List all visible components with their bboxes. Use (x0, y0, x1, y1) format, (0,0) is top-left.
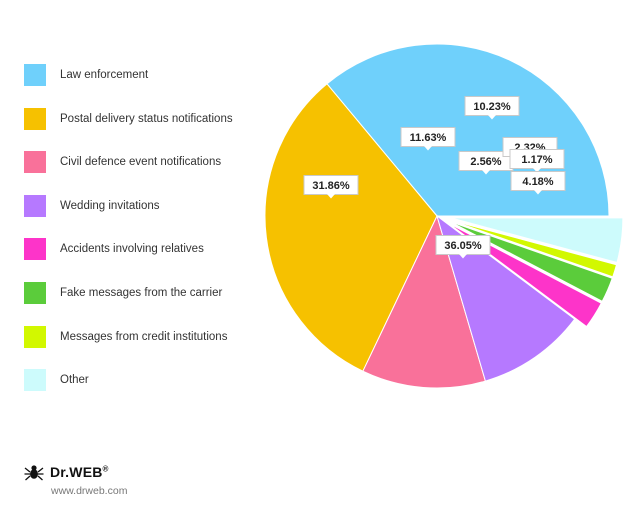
value-label: 31.86% (312, 180, 350, 192)
brand-name: Dr.WEB® (50, 464, 109, 480)
pie-slice (436, 214, 576, 382)
pie-slice (450, 219, 618, 278)
legend-item: Wedding invitations (24, 194, 233, 217)
chart-legend: Law enforcement Postal delivery status no… (24, 64, 233, 413)
value-callout-pointer (327, 194, 335, 199)
value-label: 2.56% (470, 156, 501, 168)
value-callout-pointer (533, 168, 541, 173)
value-label: 11.63% (410, 132, 447, 144)
value-label: 4.18% (522, 176, 553, 188)
legend-label: Messages from credit institutions (60, 330, 228, 343)
legend-swatch (24, 107, 46, 130)
pie-slice (362, 214, 487, 389)
value-label: 1.17% (521, 154, 552, 166)
value-callout-pointer (459, 254, 467, 259)
value-callout: 31.86% (303, 175, 359, 199)
legend-label: Civil defence event notifications (60, 156, 222, 169)
legend-label: Postal delivery status notifications (60, 112, 233, 125)
value-callout-pointer (424, 146, 432, 151)
brand-block: Dr.WEB® www.drweb.com (24, 463, 127, 497)
legend-swatch (24, 281, 46, 304)
value-label: 36.05% (444, 240, 482, 252)
legend-item: Accidents involving relatives (24, 238, 233, 261)
value-callout: 10.23% (464, 96, 520, 120)
spider-logo-icon (24, 465, 44, 481)
legend-item: Messages from credit institutions (24, 325, 233, 348)
pie-slice (264, 83, 438, 372)
value-callout: 4.18% (510, 171, 566, 195)
legend-item: Other (24, 369, 233, 392)
legend-swatch (24, 64, 46, 86)
legend-swatch (24, 325, 46, 348)
legend-label: Wedding invitations (60, 199, 160, 212)
legend-item: Postal delivery status notifications (24, 107, 233, 130)
legend-swatch (24, 194, 46, 217)
legend-swatch (24, 369, 46, 392)
value-label: 10.23% (473, 101, 511, 113)
legend-item: Law enforcement (24, 64, 233, 86)
legend-item: Civil defence event notifications (24, 151, 233, 174)
legend-label: Other (60, 374, 89, 387)
legend-item: Fake messages from the carrier (24, 281, 233, 304)
brand-url: www.drweb.com (51, 485, 128, 497)
legend-label: Law enforcement (60, 69, 149, 81)
legend-label: Accidents involving relatives (60, 243, 204, 256)
value-callout: 11.63% (400, 127, 456, 151)
value-callout-pointer (488, 115, 496, 120)
legend-swatch (24, 151, 46, 174)
legend-swatch (24, 238, 46, 261)
value-callout-pointer (534, 190, 542, 195)
value-callout-pointer (482, 170, 490, 175)
value-callout: 36.05% (435, 235, 491, 259)
pie-slice (450, 217, 624, 264)
value-callout: 2.56% (458, 151, 514, 175)
legend-label: Fake messages from the carrier (60, 286, 223, 299)
brand-row: Dr.WEB® (24, 463, 127, 481)
value-callout: 1.17% (509, 149, 565, 173)
